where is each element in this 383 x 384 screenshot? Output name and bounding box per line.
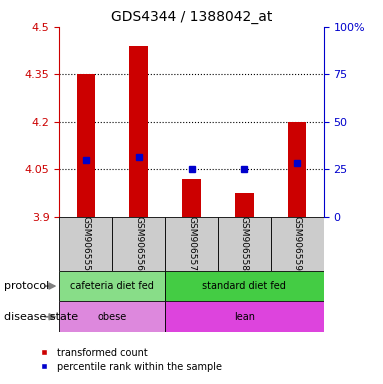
- Bar: [218, 217, 271, 271]
- Text: obese: obese: [98, 312, 127, 322]
- Bar: [59, 217, 112, 271]
- Text: GSM906557: GSM906557: [187, 216, 196, 271]
- Bar: [182, 179, 201, 217]
- Bar: [59, 271, 165, 301]
- Text: disease state: disease state: [4, 312, 78, 322]
- Text: protocol: protocol: [4, 281, 49, 291]
- Bar: [235, 193, 254, 217]
- Bar: [165, 217, 218, 271]
- Bar: [288, 122, 306, 217]
- Bar: [165, 271, 324, 301]
- Title: GDS4344 / 1388042_at: GDS4344 / 1388042_at: [111, 10, 272, 25]
- Bar: [271, 217, 324, 271]
- Text: GSM906558: GSM906558: [240, 216, 249, 271]
- Text: GSM906559: GSM906559: [293, 216, 302, 271]
- Bar: [59, 301, 165, 332]
- Bar: [77, 74, 95, 217]
- Bar: [129, 46, 148, 217]
- Legend: transformed count, percentile rank within the sample: transformed count, percentile rank withi…: [36, 344, 226, 376]
- Text: cafeteria diet fed: cafeteria diet fed: [70, 281, 154, 291]
- Text: standard diet fed: standard diet fed: [203, 281, 286, 291]
- Text: GSM906556: GSM906556: [134, 216, 143, 271]
- Bar: [112, 217, 165, 271]
- Text: GSM906555: GSM906555: [81, 216, 90, 271]
- Bar: [165, 301, 324, 332]
- Text: lean: lean: [234, 312, 255, 322]
